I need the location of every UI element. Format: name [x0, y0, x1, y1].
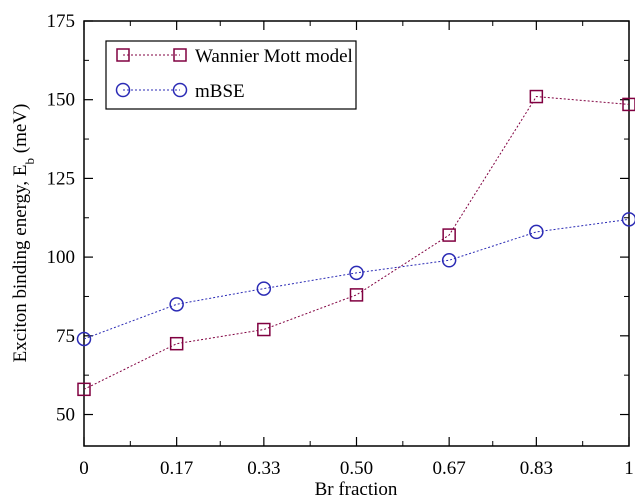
x-axis-ticks: 0 0.17 0.33 0.50 0.67 0.83 1	[79, 21, 634, 479]
x-tick-label: 0.17	[160, 458, 193, 479]
y-tick-label: 100	[47, 247, 76, 268]
series-line-wannier-mott	[83, 96, 630, 390]
data-point-wannier-mott	[442, 228, 456, 242]
y-tick-label: 50	[56, 405, 75, 426]
data-point-wannier-mott	[257, 322, 271, 337]
series-layer	[76, 89, 635, 397]
legend: Wannier Mott model mBSE	[105, 40, 357, 110]
data-point-mbse	[441, 253, 457, 268]
y-axis-ticks: 50 75 100 125 150 175	[47, 11, 629, 426]
legend-label-mbse: mBSE	[195, 81, 245, 102]
y-axis-title: Exciton binding energy, Eb (meV)	[10, 104, 37, 363]
x-axis-title: Br fraction	[315, 479, 398, 498]
y-tick-label: 75	[56, 326, 75, 347]
y-axis-title-subscript: b	[22, 158, 37, 165]
data-point-wannier-mott	[77, 382, 91, 397]
y-tick-label: 150	[47, 90, 76, 111]
data-point-mbse	[76, 331, 92, 347]
data-point-wannier-mott	[622, 97, 635, 112]
legend-marker-wannier-mott	[173, 48, 187, 62]
x-tick-label: 0	[79, 458, 89, 479]
x-tick-label: 0.67	[433, 458, 466, 479]
data-point-wannier-mott	[529, 89, 544, 104]
data-point-mbse	[621, 212, 635, 227]
series-line-mbse	[83, 218, 630, 340]
y-axis-title-unit: (meV)	[10, 104, 31, 158]
legend-box	[105, 40, 357, 110]
data-point-wannier-mott	[349, 288, 364, 302]
legend-marker-mbse	[172, 82, 188, 98]
data-point-mbse	[529, 224, 544, 240]
data-point-mbse	[349, 265, 364, 281]
x-tick-label: 1	[624, 458, 634, 479]
legend-marker-mbse	[115, 82, 131, 98]
data-point-mbse	[256, 281, 272, 296]
y-axis-title-main: Exciton binding energy, E	[10, 164, 31, 362]
data-point-mbse	[169, 297, 184, 312]
x-tick-label: 0.83	[520, 458, 553, 479]
legend-label-wannier-mott: Wannier Mott model	[195, 46, 353, 67]
legend-marker-wannier-mott	[116, 48, 130, 62]
y-tick-label: 125	[47, 168, 76, 189]
x-tick-label: 0.50	[340, 458, 373, 479]
x-tick-label: 0.33	[247, 458, 280, 479]
data-point-wannier-mott	[169, 336, 184, 351]
y-tick-label: 175	[47, 11, 76, 32]
